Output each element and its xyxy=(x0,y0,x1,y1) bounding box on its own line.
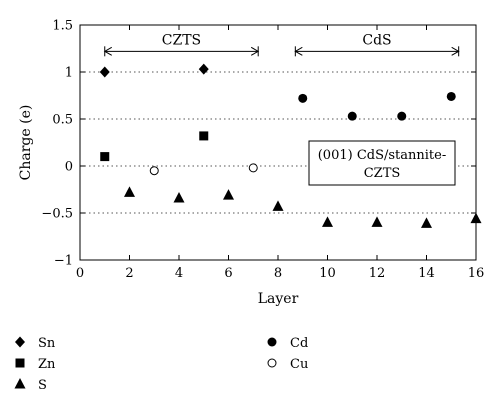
x-axis-title: Layer xyxy=(258,291,299,307)
x-tick-label: 2 xyxy=(125,266,133,281)
x-tick-label: 4 xyxy=(175,266,183,281)
y-axis-title: Charge (e) xyxy=(18,105,34,181)
s-point xyxy=(322,216,333,227)
annotation-box: (001) CdS/stannite- CZTS xyxy=(308,140,456,186)
legend-label: S xyxy=(38,378,47,393)
x-tick-label: 16 xyxy=(468,266,485,281)
region-czts: CZTS xyxy=(103,32,260,57)
series-sn xyxy=(99,63,209,78)
s-point xyxy=(272,200,284,211)
legend-marker xyxy=(14,378,26,389)
region-arrowhead xyxy=(250,46,260,56)
region-brackets: CZTS CdS xyxy=(103,32,460,57)
x-tick-label: 8 xyxy=(274,266,282,281)
zn-point xyxy=(199,131,209,141)
s-point xyxy=(223,189,234,200)
region-label: CdS xyxy=(362,32,391,48)
region-cds: CdS xyxy=(294,32,460,57)
legend-label: Cd xyxy=(290,336,308,351)
legend-item-s: S xyxy=(14,378,47,393)
y-tick-label: 1.5 xyxy=(52,19,73,34)
s-point xyxy=(470,212,482,224)
data-points xyxy=(99,63,482,228)
s-point xyxy=(421,217,432,228)
legend-label: Zn xyxy=(38,357,56,372)
s-point xyxy=(124,186,135,197)
cu-point xyxy=(248,163,258,173)
series-zn xyxy=(100,131,209,162)
axis-ticks: 0 2 4 6 8 10 12 14 16 −1 −0.5 0 0.5 1 1.5 xyxy=(41,19,484,282)
cd-point xyxy=(446,91,456,101)
region-arrowhead xyxy=(103,46,112,56)
legend: Sn Zn S Cd Cu xyxy=(14,336,308,393)
x-tick-label: 6 xyxy=(224,266,232,281)
zn-point xyxy=(100,152,110,162)
legend-item-cu: Cu xyxy=(267,357,308,372)
s-point xyxy=(371,216,383,227)
x-tick-label: 0 xyxy=(76,266,84,281)
region-label: CZTS xyxy=(162,32,201,48)
cd-point xyxy=(298,93,308,103)
region-arrowhead xyxy=(294,46,303,56)
x-tick-label: 14 xyxy=(418,266,435,281)
sn-point xyxy=(198,63,209,75)
legend-label: Sn xyxy=(38,336,56,351)
annotation-frame xyxy=(308,140,456,186)
legend-marker xyxy=(15,358,25,368)
series-s xyxy=(124,186,482,228)
legend-item-cd: Cd xyxy=(267,336,308,351)
s-point xyxy=(173,191,185,203)
cd-point xyxy=(397,111,407,121)
annotation-text: (001) CdS/stannite- xyxy=(318,148,447,163)
legend-marker xyxy=(15,336,25,348)
y-tick-label: −1 xyxy=(54,254,73,269)
legend-label: Cu xyxy=(290,357,308,372)
cu-point xyxy=(149,166,159,176)
y-tick-label: 0 xyxy=(65,160,73,175)
annotation-text: CZTS xyxy=(364,166,401,181)
y-tick-label: 1 xyxy=(65,66,73,81)
sn-point xyxy=(99,66,110,78)
legend-item-zn: Zn xyxy=(15,357,56,372)
region-arrowhead xyxy=(451,46,460,56)
series-cd xyxy=(298,91,456,121)
y-tick-label: 0.5 xyxy=(52,113,73,128)
x-tick-label: 12 xyxy=(369,266,386,281)
legend-marker xyxy=(267,358,277,368)
x-tick-label: 10 xyxy=(319,266,336,281)
y-tick-label: −0.5 xyxy=(41,207,73,222)
legend-item-sn: Sn xyxy=(15,336,56,351)
legend-marker xyxy=(267,337,277,347)
series-cu xyxy=(149,163,258,176)
cd-point xyxy=(347,111,357,121)
